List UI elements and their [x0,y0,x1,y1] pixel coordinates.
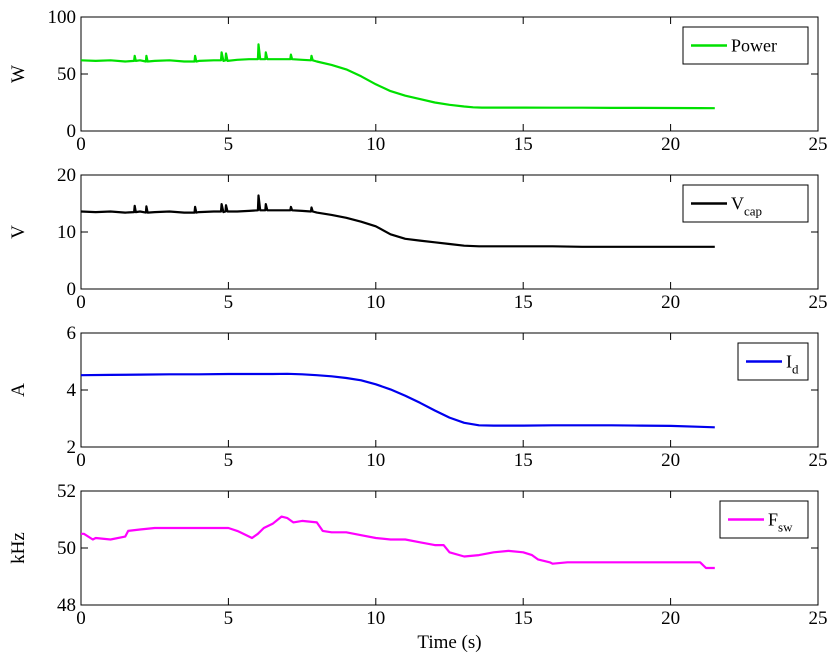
x-tick-label: 15 [514,134,533,155]
legend-label-main: F [768,510,778,530]
y-tick-label: 50 [57,538,76,559]
legend-label: Vcap [731,194,762,219]
x-tick-label: 25 [809,608,828,629]
x-tick-label: 5 [224,450,234,471]
y-tick-label: 0 [67,121,77,142]
series-line [80,43,715,110]
y-tick-label: 2 [67,437,77,458]
x-tick-label: 25 [809,134,828,155]
y-tick-label: 6 [67,323,77,344]
x-tick-label: 20 [661,134,680,155]
legend-label-subscript: sw [778,520,793,535]
series-line [80,194,715,248]
x-tick-label: 15 [514,608,533,629]
series-line [81,515,715,570]
legend-label-main: Power [731,36,777,56]
legend-label-subscript: cap [744,204,762,219]
legend-label: Id [786,352,799,377]
x-tick-label: 10 [366,450,385,471]
y-axis-label: W [8,65,29,83]
y-tick-label: 10 [57,222,76,243]
legend: Vcap [682,184,809,223]
y-tick-label: 20 [57,165,76,186]
x-tick-label: 5 [224,292,234,313]
y-tick-label: 0 [67,279,77,300]
x-axis-label: Time (s) [417,632,481,653]
x-tick-label: 20 [661,608,680,629]
legend: Id [737,342,809,381]
y-tick-label: 50 [57,64,76,85]
fsw-panel: 0 5 10 15 20 25 48 50 52 kHz Time (s) Fsw [8,481,828,653]
y-axis-label: A [8,383,29,397]
x-tick-label: 25 [809,450,828,471]
y-axis-label: kHz [8,532,29,564]
x-tick-label: 20 [661,450,680,471]
legend-label-main: V [731,194,744,214]
y-tick-label: 48 [57,595,76,616]
x-tick-label: 0 [76,134,86,155]
y-tick-label: 4 [67,380,77,401]
x-tick-label: 15 [514,292,533,313]
x-tick-label: 20 [661,292,680,313]
x-tick-label: 15 [514,450,533,471]
x-tick-label: 0 [76,292,86,313]
x-tick-label: 10 [366,134,385,155]
legend-label-subscript: d [792,362,799,377]
axes-frame [80,490,819,606]
x-tick-label: 5 [224,134,234,155]
x-tick-label: 10 [366,292,385,313]
legend-label: Power [731,36,777,56]
x-tick-label: 25 [809,292,828,313]
legend: Fsw [719,500,809,539]
legend: Power [682,26,809,65]
legend-label: Fsw [768,510,793,535]
legend-label-main: I [786,352,792,372]
x-tick-label: 5 [224,608,234,629]
x-tick-label: 0 [76,608,86,629]
power-panel: 0 5 10 15 20 25 0 50 100 W Power [8,7,828,155]
series-line [80,372,715,429]
y-tick-label: 100 [48,7,77,28]
y-tick-label: 52 [57,481,76,502]
y-axis-label: V [8,225,29,239]
x-tick-label: 0 [76,450,86,471]
id-panel: 0 5 10 15 20 25 2 4 6 A Id [8,323,828,471]
x-tick-label: 10 [366,608,385,629]
axes-frame [80,332,819,448]
